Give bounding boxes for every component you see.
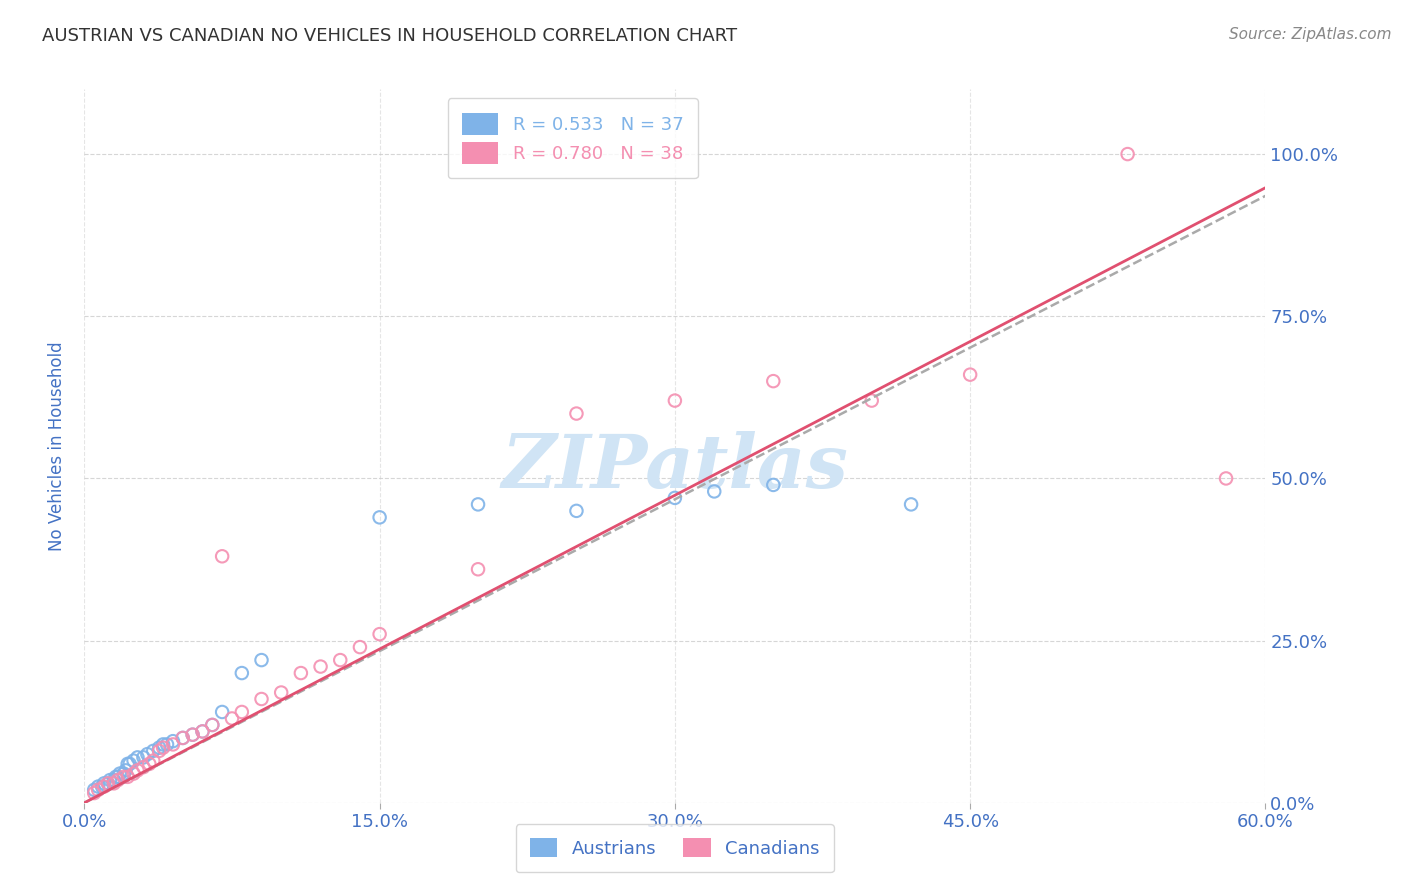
Point [201, 718, 224, 732]
Point [162, 734, 184, 748]
Point [368, 510, 391, 524]
Point [87, 782, 110, 797]
Point [107, 773, 129, 788]
Point [127, 750, 149, 764]
Point [172, 731, 194, 745]
Point [191, 724, 214, 739]
Point [211, 549, 233, 564]
Text: ZIPatlas: ZIPatlas [502, 431, 848, 504]
Point [467, 562, 489, 576]
Point [664, 491, 686, 505]
Point [98, 773, 121, 788]
Point [172, 731, 194, 745]
Point [900, 497, 922, 511]
Point [309, 659, 332, 673]
Point [329, 653, 352, 667]
Point [112, 766, 135, 780]
Point [136, 747, 159, 761]
Point [148, 744, 170, 758]
Point [250, 692, 273, 706]
Point [142, 754, 165, 768]
Point [368, 627, 391, 641]
Text: Source: ZipAtlas.com: Source: ZipAtlas.com [1229, 27, 1392, 42]
Point [122, 766, 145, 780]
Point [103, 776, 125, 790]
Point [148, 740, 170, 755]
Point [270, 685, 292, 699]
Point [97, 776, 120, 790]
Point [250, 653, 273, 667]
Text: AUSTRIAN VS CANADIAN NO VEHICLES IN HOUSEHOLD CORRELATION CHART: AUSTRIAN VS CANADIAN NO VEHICLES IN HOUS… [42, 27, 737, 45]
Point [152, 740, 174, 755]
Point [107, 770, 129, 784]
Point [565, 504, 588, 518]
Point [117, 770, 139, 784]
Point [93, 780, 115, 794]
Point [664, 393, 686, 408]
Point [191, 724, 214, 739]
Point [122, 754, 145, 768]
Point [201, 718, 224, 732]
Point [127, 764, 149, 778]
Point [132, 760, 155, 774]
Point [959, 368, 981, 382]
Point [703, 484, 725, 499]
Point [349, 640, 371, 654]
Point [132, 750, 155, 764]
Point [467, 497, 489, 511]
Point [211, 705, 233, 719]
Point [138, 756, 160, 771]
Legend: Austrians, Canadians: Austrians, Canadians [516, 824, 834, 872]
Point [181, 728, 204, 742]
Point [565, 407, 588, 421]
Point [860, 393, 883, 408]
Point [104, 770, 127, 784]
Point [142, 744, 165, 758]
Point [103, 773, 125, 788]
Point [87, 780, 110, 794]
Y-axis label: No Vehicles in Household: No Vehicles in Household [48, 341, 66, 551]
Point [118, 756, 141, 771]
Point [97, 776, 120, 790]
Point [93, 776, 115, 790]
Point [181, 728, 204, 742]
Point [91, 780, 114, 794]
Point [152, 738, 174, 752]
Point [117, 756, 139, 771]
Point [231, 666, 253, 681]
Point [1215, 471, 1237, 485]
Point [83, 782, 105, 797]
Point [108, 766, 131, 780]
Point [231, 705, 253, 719]
Point [112, 770, 135, 784]
Point [162, 738, 184, 752]
Point [762, 478, 785, 492]
Point [156, 738, 179, 752]
Point [290, 666, 312, 681]
Point [221, 711, 243, 725]
Point [1116, 147, 1139, 161]
Point [114, 764, 136, 778]
Point [83, 786, 105, 800]
Point [762, 374, 785, 388]
